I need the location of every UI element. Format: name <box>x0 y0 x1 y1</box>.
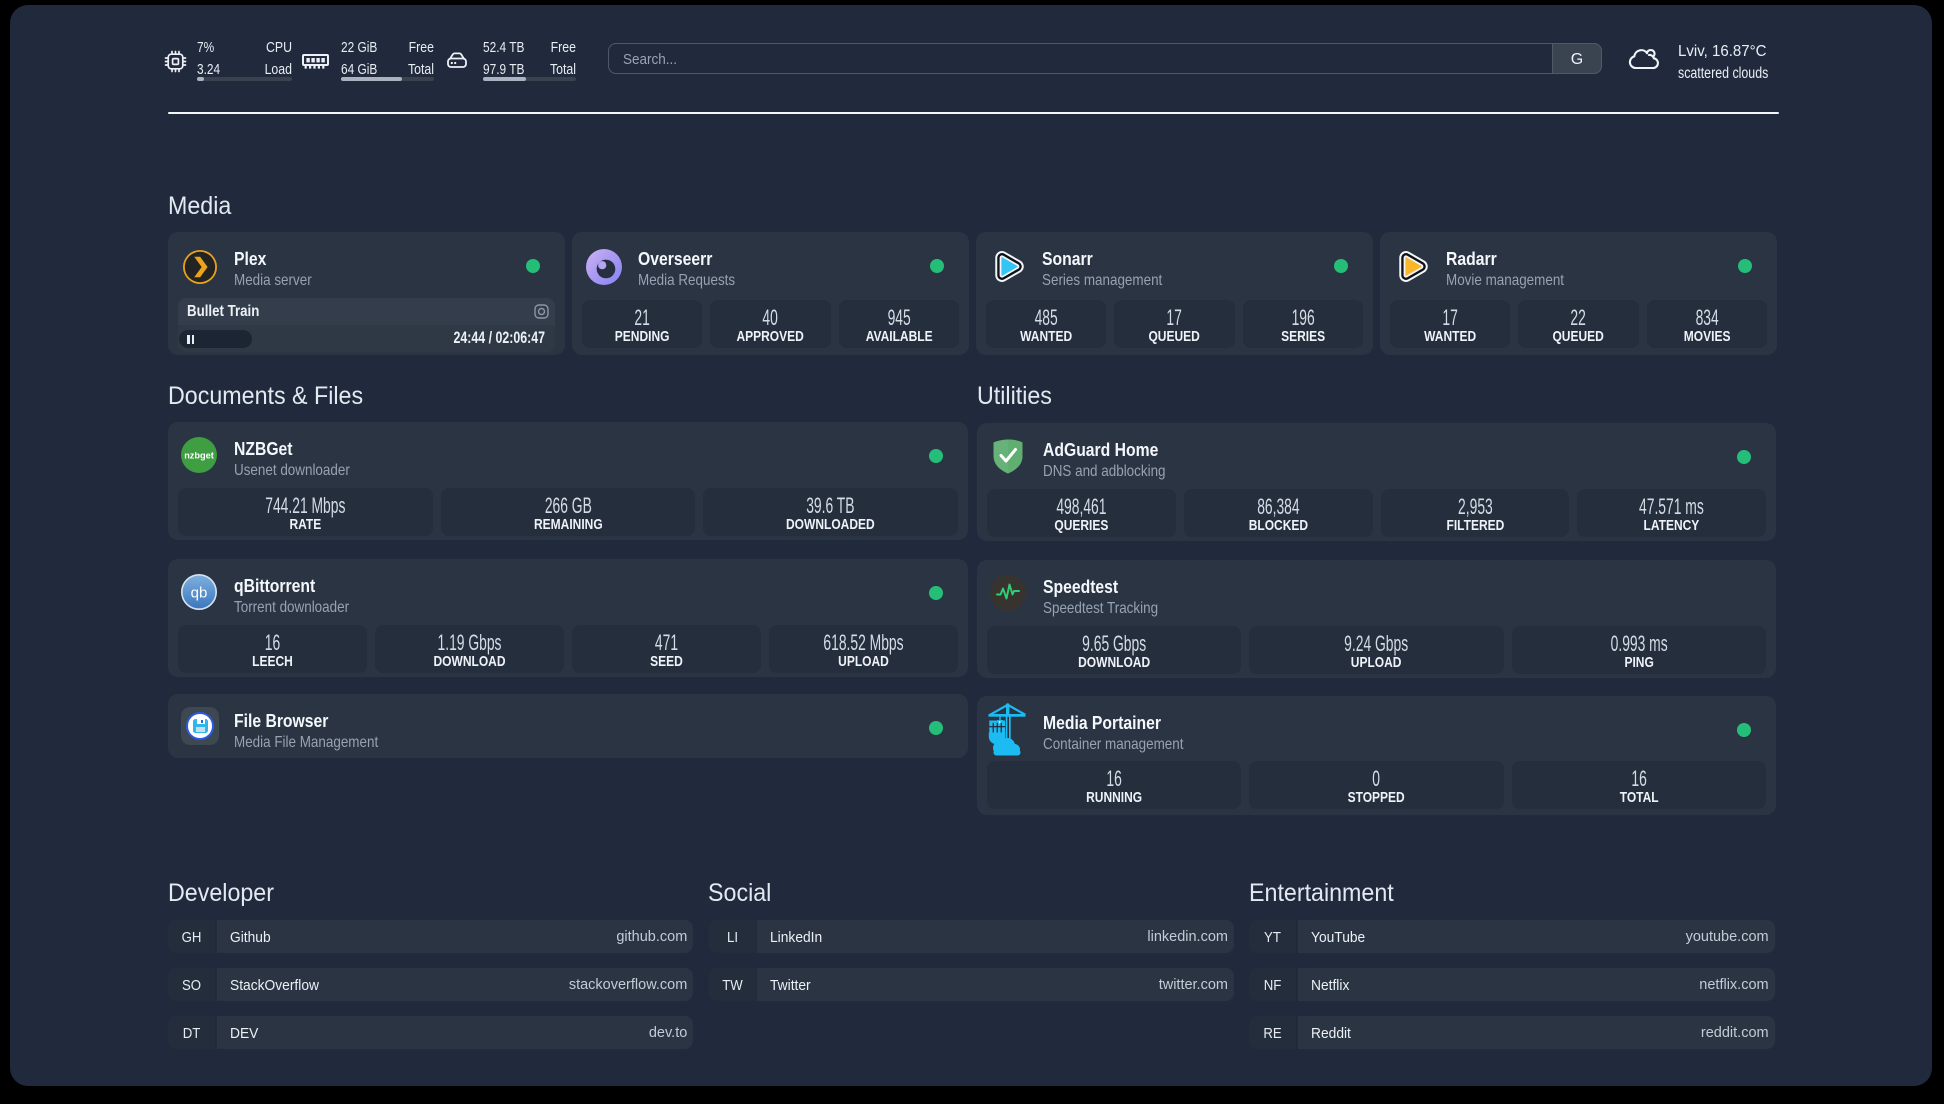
svg-text:nzbget: nzbget <box>184 451 214 461</box>
svg-text:qb: qb <box>191 585 208 602</box>
